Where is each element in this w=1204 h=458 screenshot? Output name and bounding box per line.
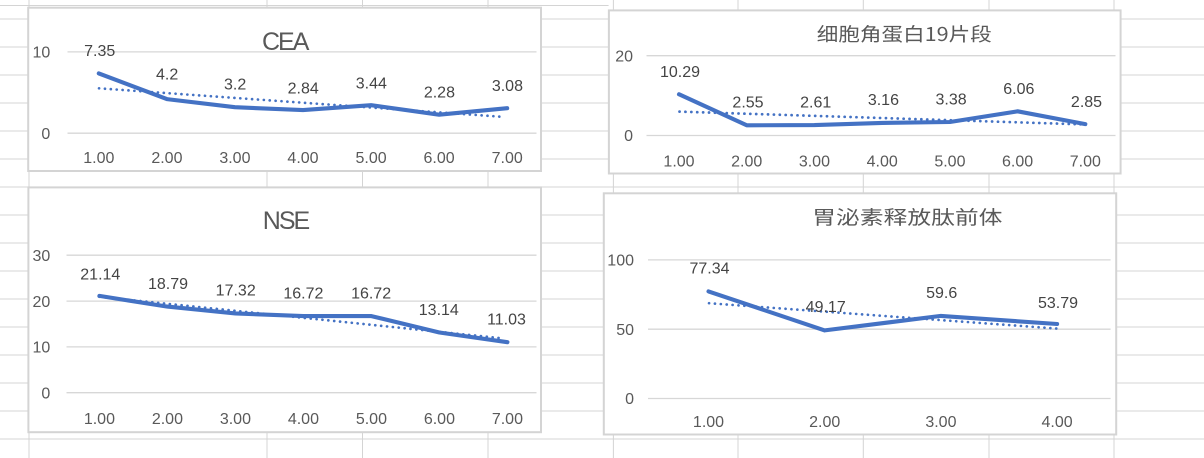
- svg-text:6.00: 6.00: [424, 150, 455, 167]
- svg-text:6.00: 6.00: [1002, 154, 1033, 171]
- svg-text:NSE: NSE: [263, 207, 310, 235]
- svg-text:10.29: 10.29: [660, 64, 700, 81]
- svg-text:3.00: 3.00: [219, 150, 250, 167]
- svg-text:18.79: 18.79: [148, 276, 188, 293]
- svg-text:6.06: 6.06: [1003, 81, 1034, 98]
- svg-text:3.38: 3.38: [936, 92, 967, 109]
- svg-text:5.00: 5.00: [356, 411, 387, 428]
- svg-text:2.28: 2.28: [424, 84, 455, 101]
- svg-text:7.00: 7.00: [492, 411, 523, 428]
- svg-text:5.00: 5.00: [934, 154, 965, 171]
- svg-text:0: 0: [625, 391, 634, 408]
- svg-text:3.2: 3.2: [224, 77, 246, 94]
- svg-text:4.00: 4.00: [288, 411, 319, 428]
- svg-text:2.00: 2.00: [151, 150, 182, 167]
- svg-text:59.6: 59.6: [926, 285, 957, 302]
- svg-text:50: 50: [616, 322, 634, 339]
- svg-text:0: 0: [41, 385, 50, 402]
- svg-text:11.03: 11.03: [487, 312, 526, 329]
- svg-text:2.00: 2.00: [731, 154, 762, 171]
- svg-text:1.00: 1.00: [663, 154, 694, 171]
- svg-text:6.00: 6.00: [424, 411, 455, 428]
- svg-text:0: 0: [624, 128, 633, 145]
- svg-text:3.08: 3.08: [492, 78, 523, 95]
- svg-text:21.14: 21.14: [80, 267, 120, 284]
- svg-text:3.00: 3.00: [220, 411, 251, 428]
- svg-text:0: 0: [41, 126, 50, 143]
- svg-text:3.16: 3.16: [868, 92, 899, 109]
- svg-text:2.00: 2.00: [809, 414, 840, 431]
- svg-text:4.2: 4.2: [156, 67, 178, 84]
- svg-text:10: 10: [33, 340, 51, 357]
- svg-text:4.00: 4.00: [867, 154, 898, 171]
- svg-text:49.17: 49.17: [806, 299, 846, 316]
- svg-text:20: 20: [33, 294, 51, 311]
- svg-text:3.44: 3.44: [356, 76, 387, 93]
- svg-text:30: 30: [33, 248, 51, 265]
- svg-text:3.00: 3.00: [925, 414, 956, 431]
- svg-text:2.61: 2.61: [800, 94, 831, 111]
- svg-text:2.00: 2.00: [152, 411, 183, 428]
- svg-text:77.34: 77.34: [689, 260, 729, 277]
- svg-text:13.14: 13.14: [419, 302, 459, 319]
- svg-text:53.79: 53.79: [1038, 295, 1078, 312]
- svg-text:10: 10: [33, 45, 51, 62]
- svg-text:5.00: 5.00: [356, 150, 387, 167]
- svg-text:20: 20: [615, 48, 633, 65]
- svg-text:1.00: 1.00: [84, 411, 115, 428]
- svg-text:2.85: 2.85: [1071, 94, 1102, 111]
- svg-text:4.00: 4.00: [1042, 414, 1073, 431]
- svg-text:4.00: 4.00: [287, 150, 318, 167]
- svg-text:100: 100: [607, 253, 634, 270]
- svg-text:1.00: 1.00: [83, 150, 114, 167]
- svg-text:1.00: 1.00: [693, 414, 724, 431]
- svg-text:17.32: 17.32: [216, 283, 256, 300]
- svg-text:2.55: 2.55: [732, 95, 763, 112]
- svg-text:CEA: CEA: [262, 28, 310, 56]
- svg-text:16.72: 16.72: [351, 285, 391, 302]
- svg-text:7.35: 7.35: [84, 43, 115, 60]
- svg-text:7.00: 7.00: [492, 150, 523, 167]
- svg-text:16.72: 16.72: [283, 285, 323, 302]
- svg-text:3.00: 3.00: [799, 154, 830, 171]
- svg-text:7.00: 7.00: [1070, 154, 1101, 171]
- svg-text:2.84: 2.84: [288, 80, 319, 97]
